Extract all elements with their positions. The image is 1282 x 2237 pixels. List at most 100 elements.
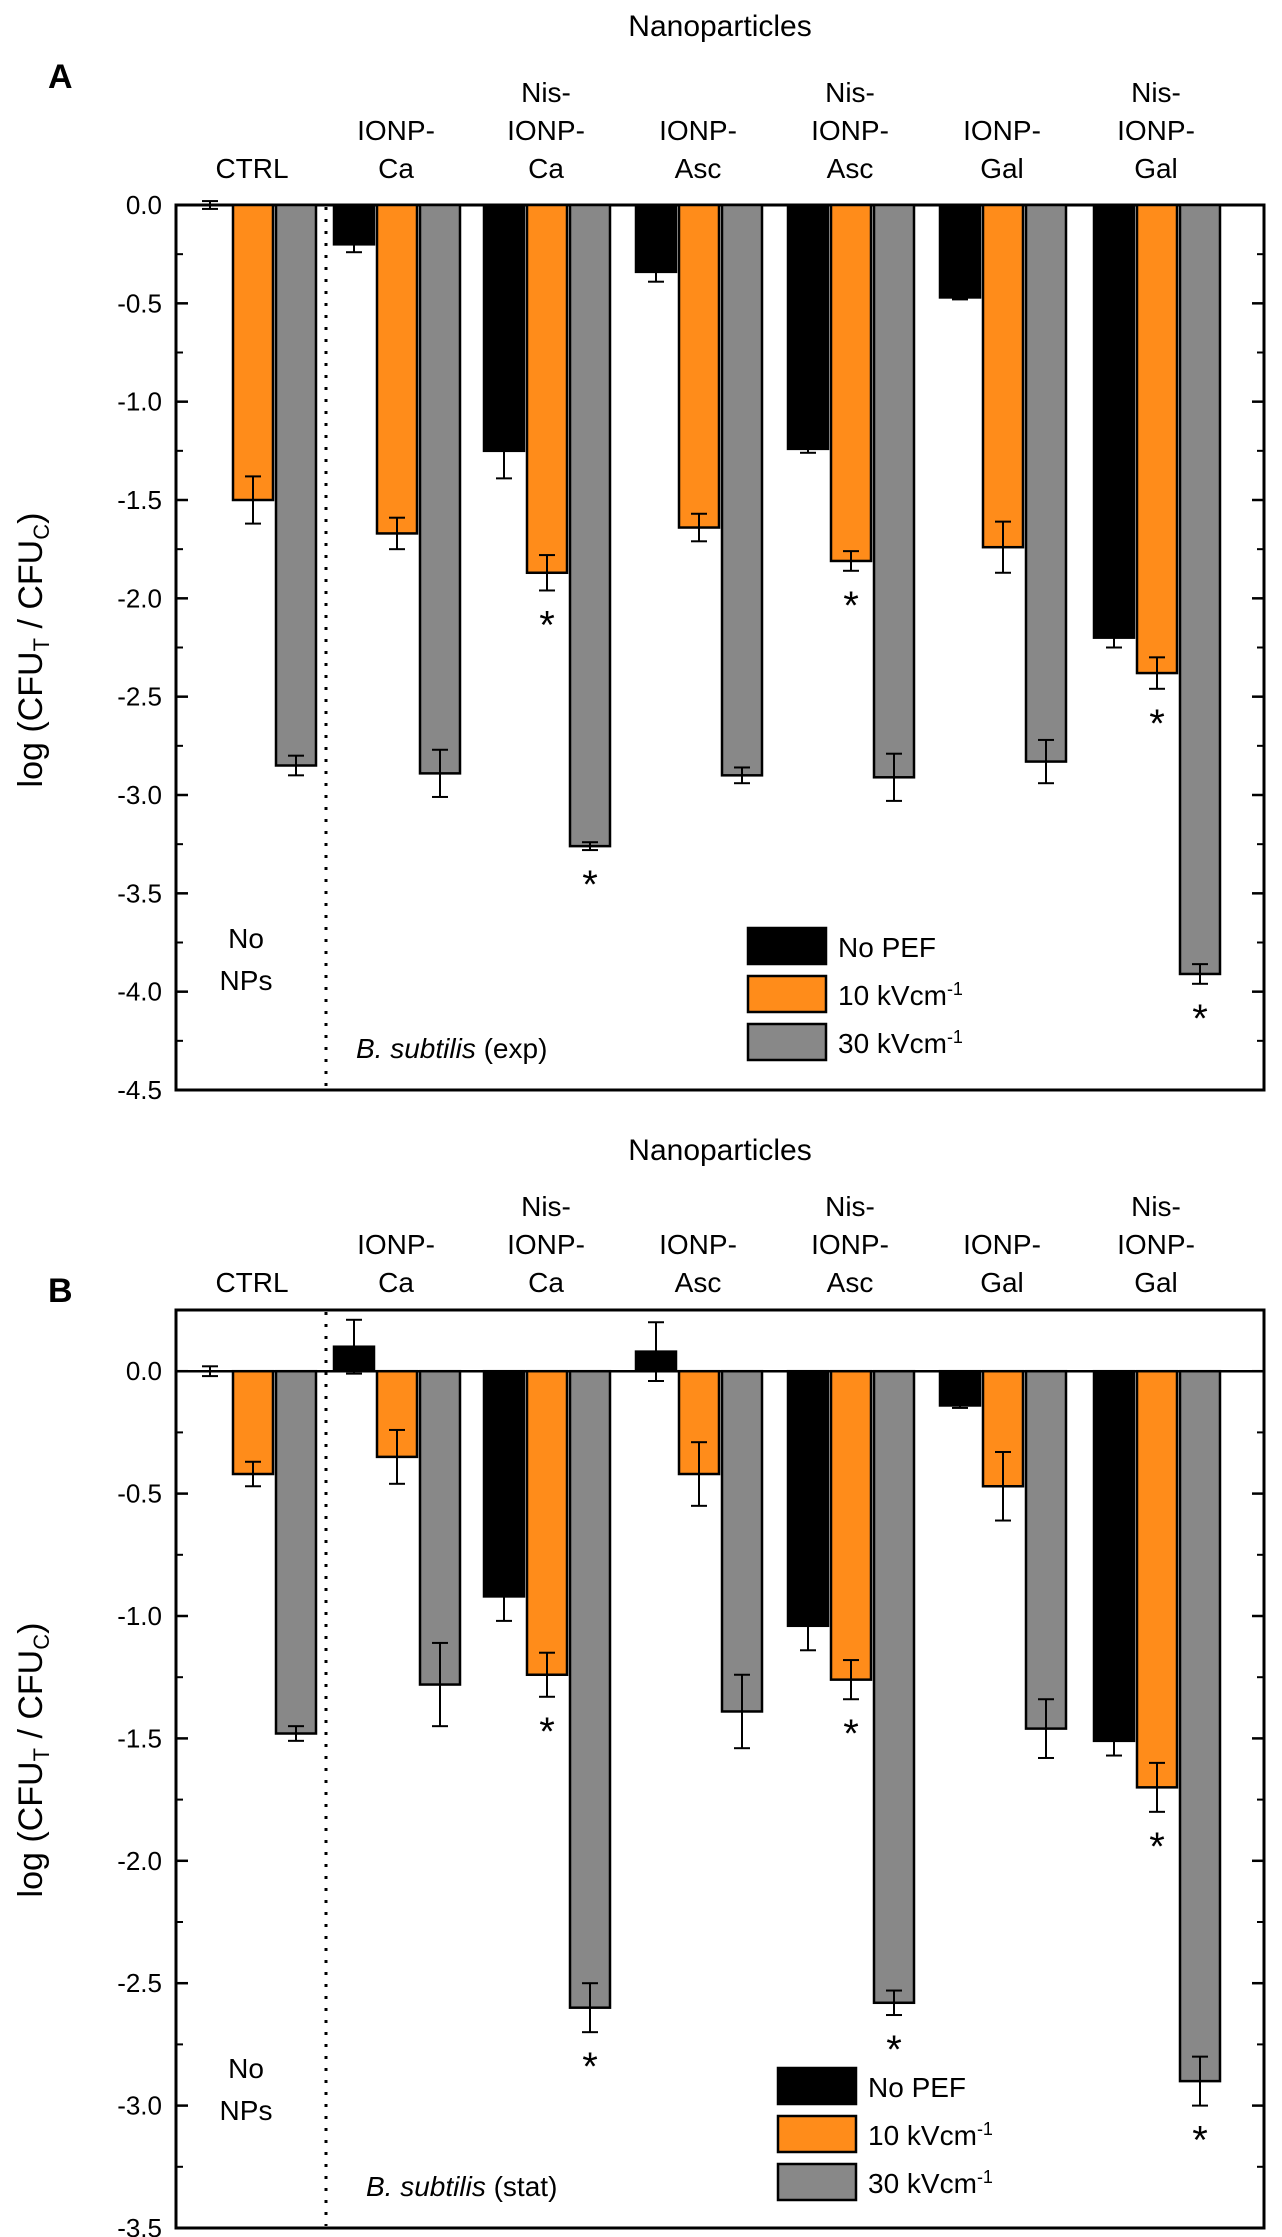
- category-label: IONP-: [811, 115, 889, 146]
- y-tick-label: 0.0: [126, 1356, 162, 1386]
- category-label: Nis-: [1131, 77, 1181, 108]
- significance-star: *: [886, 2028, 902, 2072]
- legend-swatch: [776, 2066, 858, 2106]
- category-label: Gal: [980, 1267, 1024, 1298]
- legend-swatch: [776, 2114, 858, 2154]
- y-label-part: ): [12, 1623, 50, 1634]
- legend-swatch: [746, 1022, 828, 1062]
- bar-30-kvcm: [568, 203, 612, 848]
- panel-letter: A: [48, 58, 73, 96]
- legend-label: No PEF: [838, 932, 936, 963]
- y-label-part: log (CFU: [12, 1761, 50, 1897]
- bar-no-pef: [786, 1369, 830, 1628]
- category-label: IONP-: [507, 115, 585, 146]
- category-label: IONP-: [811, 1229, 889, 1260]
- bar-30-kvcm: [418, 203, 462, 775]
- bar-30-kvcm: [568, 1369, 612, 2009]
- bar-no-pef: [482, 1369, 526, 1598]
- legend-text: No PEF: [838, 932, 936, 963]
- y-tick-label: -3.5: [117, 878, 162, 908]
- category-label: Gal: [1134, 1267, 1178, 1298]
- y-tick-label: -1.5: [117, 1723, 162, 1753]
- y-tick-label: -1.0: [117, 1601, 162, 1631]
- bar-10-kvcm: [981, 203, 1025, 549]
- bar-10-kvcm: [525, 1369, 569, 1677]
- category-label: IONP-: [357, 115, 435, 146]
- category-label: Asc: [675, 1267, 722, 1298]
- growth-phase: (exp): [476, 1033, 548, 1064]
- bar-no-pef: [1092, 1369, 1136, 1743]
- bar-30-kvcm: [1024, 1369, 1068, 1730]
- y-tick-label: -3.0: [117, 2091, 162, 2121]
- y-tick-label: -0.5: [117, 1479, 162, 1509]
- species-label: B. subtilis (stat): [366, 2171, 557, 2202]
- y-label-subscript: C: [29, 1634, 54, 1650]
- category-label: Nis-: [521, 77, 571, 108]
- legend-text: 30 kVcm: [868, 2168, 977, 2199]
- y-tick-label: -1.0: [117, 387, 162, 417]
- bar-no-pef: [938, 1369, 982, 1407]
- panel-A: A Nanoparticles CTRL IONP- Ca Nis- IONP- Ca IONP…: [12, 10, 1266, 1105]
- significance-star: *: [539, 1710, 555, 1754]
- legend-label: 10 kVcm-1: [838, 979, 963, 1011]
- no-nps-label: No: [228, 923, 264, 954]
- category-label: IONP-: [357, 1229, 435, 1260]
- significance-star: *: [1192, 2119, 1208, 2163]
- significance-star: *: [1149, 1825, 1165, 1869]
- legend-swatch: [746, 974, 828, 1014]
- y-label-part: / CFU: [12, 1650, 50, 1748]
- category-label: CTRL: [215, 153, 288, 184]
- significance-star: *: [539, 603, 555, 647]
- significance-star: *: [1149, 702, 1165, 746]
- bar-no-pef: [938, 203, 982, 299]
- legend-superscript: -1: [947, 979, 963, 999]
- y-label-subscript: T: [29, 1748, 54, 1761]
- y-tick-label: 0.0: [126, 190, 162, 220]
- significance-star: *: [843, 584, 859, 628]
- y-label-part: / CFU: [12, 540, 50, 638]
- category-label: CTRL: [215, 1267, 288, 1298]
- y-tick-label: -3.0: [117, 780, 162, 810]
- legend-label: 30 kVcm-1: [838, 1027, 963, 1059]
- bar-10-kvcm: [829, 1369, 873, 1681]
- legend-label: 10 kVcm-1: [868, 2119, 993, 2151]
- y-tick-label: -2.0: [117, 583, 162, 613]
- y-tick-label: -4.5: [117, 1075, 162, 1105]
- category-label: Ca: [378, 1267, 414, 1298]
- growth-phase: (stat): [486, 2171, 558, 2202]
- category-label: Gal: [980, 153, 1024, 184]
- category-label: Ca: [528, 153, 564, 184]
- bar-10-kvcm: [375, 203, 419, 535]
- bar-10-kvcm: [677, 203, 721, 529]
- category-label: Nis-: [825, 77, 875, 108]
- legend-superscript: -1: [947, 1027, 963, 1047]
- bar-30-kvcm: [872, 203, 916, 779]
- significance-star: *: [582, 863, 598, 907]
- significance-star: *: [582, 2045, 598, 2089]
- significance-star: *: [1192, 997, 1208, 1041]
- category-label: Asc: [827, 153, 874, 184]
- species-name: B. subtilis: [356, 1033, 476, 1064]
- y-tick-label: -3.5: [117, 2213, 162, 2237]
- y-label-subscript: C: [29, 524, 54, 540]
- nanoparticles-title: Nanoparticles: [628, 1134, 811, 1167]
- y-axis-label: log (CFUT / CFUC): [12, 1623, 54, 1898]
- bar-10-kvcm: [231, 203, 275, 502]
- plot-frame: [174, 1308, 1266, 2230]
- y-tick-label: -2.0: [117, 1846, 162, 1876]
- legend-swatch: [746, 926, 828, 966]
- category-label: Asc: [675, 153, 722, 184]
- no-nps-label: NPs: [220, 965, 273, 996]
- y-tick-label: -1.5: [117, 485, 162, 515]
- panel-B: B Nanoparticles CTRL IONP- Ca Nis- IONP- Ca IONP…: [12, 1134, 1266, 2237]
- species-label: B. subtilis (exp): [356, 1033, 547, 1064]
- category-label: Nis-: [825, 1191, 875, 1222]
- category-label: IONP-: [659, 1229, 737, 1260]
- nanoparticles-title: Nanoparticles: [628, 10, 811, 43]
- bar-no-pef: [482, 203, 526, 453]
- bar-no-pef: [1092, 203, 1136, 639]
- no-nps-label: No: [228, 2053, 264, 2084]
- bar-10-kvcm: [829, 203, 873, 563]
- category-label: IONP-: [963, 1229, 1041, 1260]
